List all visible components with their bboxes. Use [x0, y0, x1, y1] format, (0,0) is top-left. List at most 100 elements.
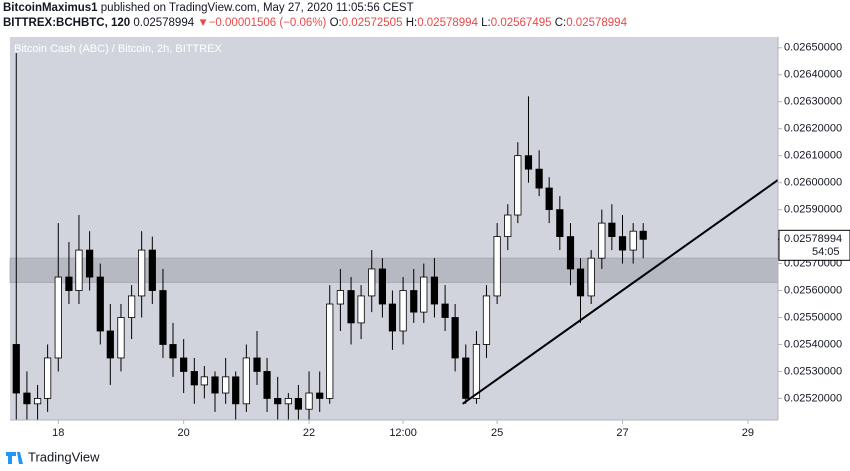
y-tick-label: 0.02650000	[784, 42, 842, 54]
chart-title: Bitcoin Cash (ABC) / Bitcoin, 2h, BITTRE…	[14, 43, 223, 55]
x-tick-label: 29	[742, 427, 754, 439]
candle-body	[44, 357, 52, 399]
candle-body	[211, 376, 219, 394]
candle-body	[65, 276, 73, 291]
candle-body	[441, 303, 449, 318]
candle-body	[451, 317, 459, 359]
candle-body	[242, 357, 250, 405]
candle-body	[566, 236, 575, 270]
candle-body	[472, 344, 481, 399]
candle-body	[430, 276, 439, 305]
candle-body	[493, 236, 501, 297]
symbol: BITTREX:BCHBTC, 120	[3, 17, 131, 29]
candle-body	[420, 276, 428, 313]
arrow: ▼	[197, 17, 209, 29]
x-tick-label: 18	[52, 427, 64, 439]
last: 0.02578994	[133, 17, 195, 29]
y-tick-label: 0.02640000	[784, 69, 842, 81]
candle-body	[253, 357, 261, 372]
candle-body	[598, 222, 606, 259]
candle-body	[545, 187, 553, 211]
countdown: 54:05	[812, 246, 840, 258]
candle-body	[12, 344, 20, 394]
y-tick-label: 0.02530000	[784, 365, 842, 377]
candle-body	[535, 168, 543, 189]
candle-body	[138, 249, 146, 297]
candle-body	[576, 268, 585, 297]
header-line: BITTREX:BCHBTC, 120 0.02578994 ▼−0.00001…	[3, 16, 627, 31]
candle-body	[608, 222, 616, 237]
h-label: H:	[405, 17, 418, 29]
candle-body	[284, 398, 292, 405]
candle-body	[347, 290, 355, 324]
y-tick-label: 0.02560000	[784, 284, 842, 296]
logo	[6, 452, 23, 464]
candle-body	[482, 295, 491, 345]
candle-body	[294, 398, 302, 410]
l: 0.02567495	[490, 17, 552, 29]
y-tick-label: 0.02520000	[784, 392, 842, 404]
candle-body	[388, 303, 397, 332]
candle-body	[148, 249, 156, 291]
candle-body	[326, 303, 334, 399]
candle-body	[54, 276, 62, 359]
candle-body	[514, 155, 522, 216]
header: BitcoinMaximus1 published on TradingView…	[3, 1, 627, 31]
candle-body	[556, 209, 564, 237]
header-line: BitcoinMaximus1 published on TradingView…	[3, 1, 627, 16]
candle-body	[75, 249, 83, 291]
candle-body	[23, 392, 31, 405]
author: BitcoinMaximus1	[3, 2, 98, 14]
candle-body	[368, 268, 376, 297]
candle-body	[524, 155, 533, 170]
y-tick-label: 0.02540000	[784, 338, 842, 350]
candle-body	[399, 290, 407, 332]
candle-body	[169, 344, 177, 359]
candle-body	[504, 214, 512, 237]
candle-body	[316, 392, 324, 399]
candle-body	[200, 376, 208, 386]
candle-body	[462, 357, 470, 399]
x-tick-label: 12:00	[389, 427, 417, 439]
y-tick-label: 0.02630000	[784, 96, 842, 108]
price-label-box	[778, 229, 850, 261]
price-label: 0.02578994	[784, 233, 842, 245]
candle-body	[128, 295, 136, 318]
o: 0.02572505	[341, 17, 403, 29]
candle-body	[96, 276, 104, 332]
candle-body	[629, 230, 637, 251]
candle-body	[274, 398, 282, 405]
change: −0.00001506 (−0.06%)	[208, 17, 327, 29]
y-tick-label: 0.02610000	[784, 150, 842, 162]
candle-body	[639, 230, 647, 240]
c-label: C:	[554, 17, 567, 29]
y-tick-label: 0.02550000	[784, 311, 842, 323]
candle-body	[86, 249, 94, 278]
y-tick-label: 0.02600000	[784, 177, 842, 189]
candle-body	[106, 330, 114, 359]
y-tick-label: 0.02620000	[784, 123, 842, 135]
h: 0.02578994	[417, 17, 478, 29]
published: published on TradingView.com, May 27, 20…	[100, 2, 414, 14]
candle-body	[117, 317, 125, 359]
trendline	[462, 179, 779, 405]
candle-body	[222, 376, 230, 394]
candle-body	[263, 371, 271, 399]
y-tick-label: 0.02590000	[784, 204, 842, 216]
candle-body	[190, 371, 198, 386]
brand: TradingView	[28, 449, 100, 464]
candle-body	[180, 357, 188, 372]
candle-body	[410, 290, 418, 313]
candle-body	[357, 295, 365, 324]
candle-body	[618, 236, 627, 251]
l-label: L:	[481, 17, 491, 29]
x-tick-label: 22	[303, 427, 315, 439]
candle-body	[587, 257, 595, 297]
candle-body	[232, 376, 240, 405]
plot-background	[10, 37, 778, 420]
candle-body	[159, 290, 167, 345]
x-tick-label: 20	[178, 427, 190, 439]
x-tick-label: 27	[616, 427, 628, 439]
